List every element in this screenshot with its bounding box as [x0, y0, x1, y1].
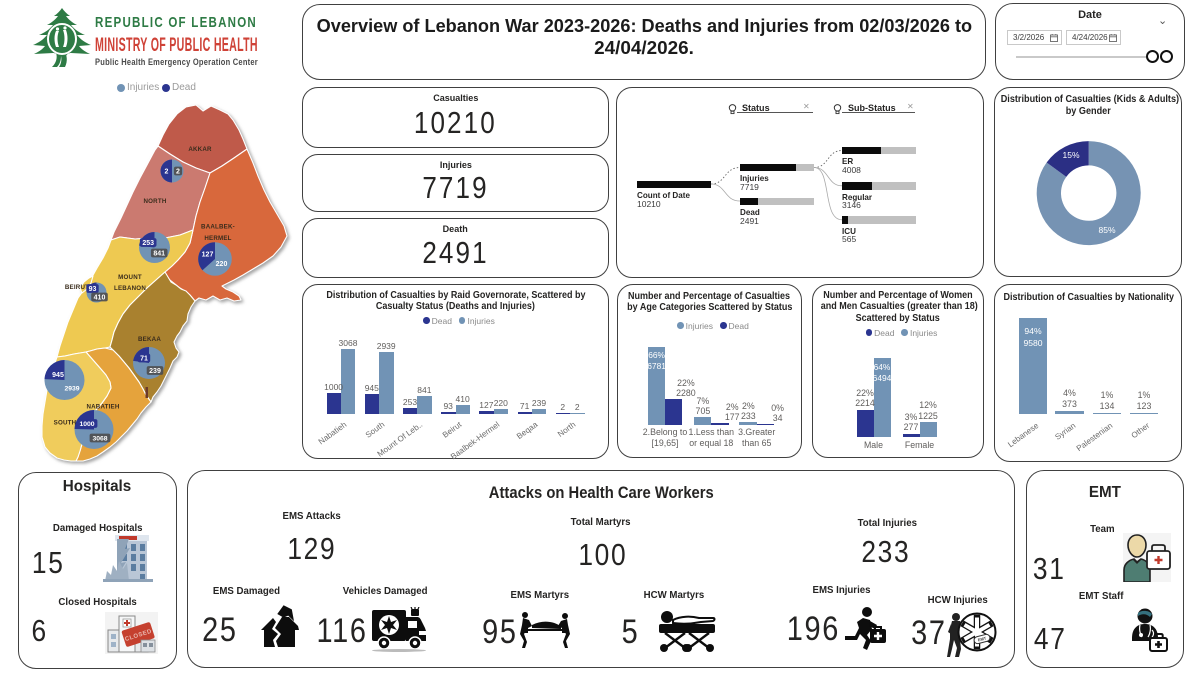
svg-text:127: 127 [202, 251, 214, 258]
svg-text:85%: 85% [1098, 225, 1115, 235]
svg-text:945: 945 [52, 372, 64, 379]
svg-text:NORTH: NORTH [144, 198, 167, 205]
svg-text:220: 220 [216, 261, 228, 268]
svg-text:410: 410 [94, 294, 106, 301]
svg-text:71: 71 [140, 355, 148, 362]
svg-text:LEBANON: LEBANON [114, 285, 146, 292]
svg-text:239: 239 [149, 368, 161, 375]
svg-text:2: 2 [165, 168, 169, 175]
svg-text:AKKAR: AKKAR [188, 146, 212, 153]
svg-text:253: 253 [142, 240, 154, 247]
svg-text:1000: 1000 [79, 421, 94, 428]
svg-text:841: 841 [153, 250, 165, 257]
svg-text:BEKAA: BEKAA [138, 336, 161, 343]
svg-text:3068: 3068 [92, 435, 107, 442]
svg-text:HERMEL: HERMEL [204, 235, 231, 242]
svg-text:BEIRUT: BEIRUT [65, 284, 89, 291]
svg-text:15%: 15% [1062, 150, 1079, 160]
svg-text:SOUTH: SOUTH [54, 420, 77, 427]
svg-text:NABATIEH: NABATIEH [86, 404, 119, 411]
svg-text:2939: 2939 [64, 385, 79, 392]
svg-text:MOUNT: MOUNT [118, 274, 142, 281]
svg-text:EMT: EMT [977, 635, 987, 642]
svg-text:2: 2 [176, 168, 180, 175]
svg-text:93: 93 [89, 286, 97, 293]
svg-text:BAALBEK-: BAALBEK- [201, 224, 235, 231]
